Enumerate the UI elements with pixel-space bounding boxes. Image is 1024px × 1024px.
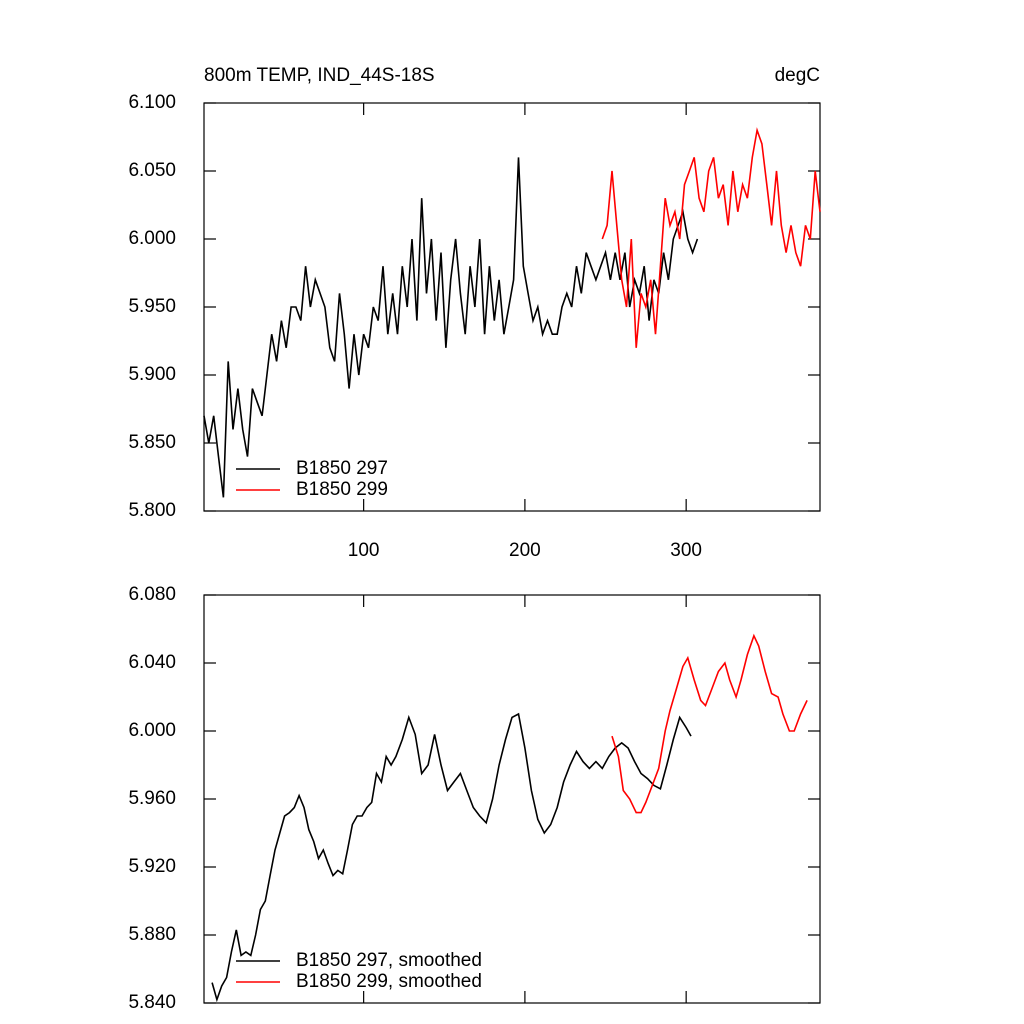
y-tick-label: 5.840 — [128, 992, 176, 1013]
x-tick-label: 300 — [670, 540, 702, 561]
legend-label: B1850 297 — [296, 458, 388, 479]
y-tick-label: 5.880 — [128, 924, 176, 945]
y-tick-label: 5.900 — [128, 364, 176, 385]
y-tick-label: 5.950 — [128, 296, 176, 317]
y-tick-label: 6.100 — [128, 92, 176, 113]
data-line — [611, 633, 808, 814]
y-tick-label: 6.050 — [128, 160, 176, 181]
units-label: degC — [775, 65, 820, 86]
y-tick-label: 6.080 — [128, 584, 176, 605]
legend-label: B1850 299 — [296, 479, 388, 500]
data-line — [203, 157, 699, 498]
x-tick-label: 100 — [348, 540, 380, 561]
y-tick-label: 5.850 — [128, 432, 176, 453]
y-tick-label: 5.920 — [128, 856, 176, 877]
y-tick-label: 5.800 — [128, 500, 176, 521]
plot-frame — [203, 594, 821, 1004]
chart-title: 800m TEMP, IND_44S-18S — [204, 65, 435, 86]
y-tick-label: 6.040 — [128, 652, 176, 673]
legend-label: B1850 299, smoothed — [296, 971, 482, 992]
x-tick-label: 200 — [509, 540, 541, 561]
y-tick-label: 6.000 — [128, 228, 176, 249]
data-line — [211, 712, 692, 1003]
data-line — [601, 127, 821, 348]
legend-label: B1850 297, smoothed — [296, 950, 482, 971]
y-tick-label: 6.000 — [128, 720, 176, 741]
y-tick-label: 5.960 — [128, 788, 176, 809]
